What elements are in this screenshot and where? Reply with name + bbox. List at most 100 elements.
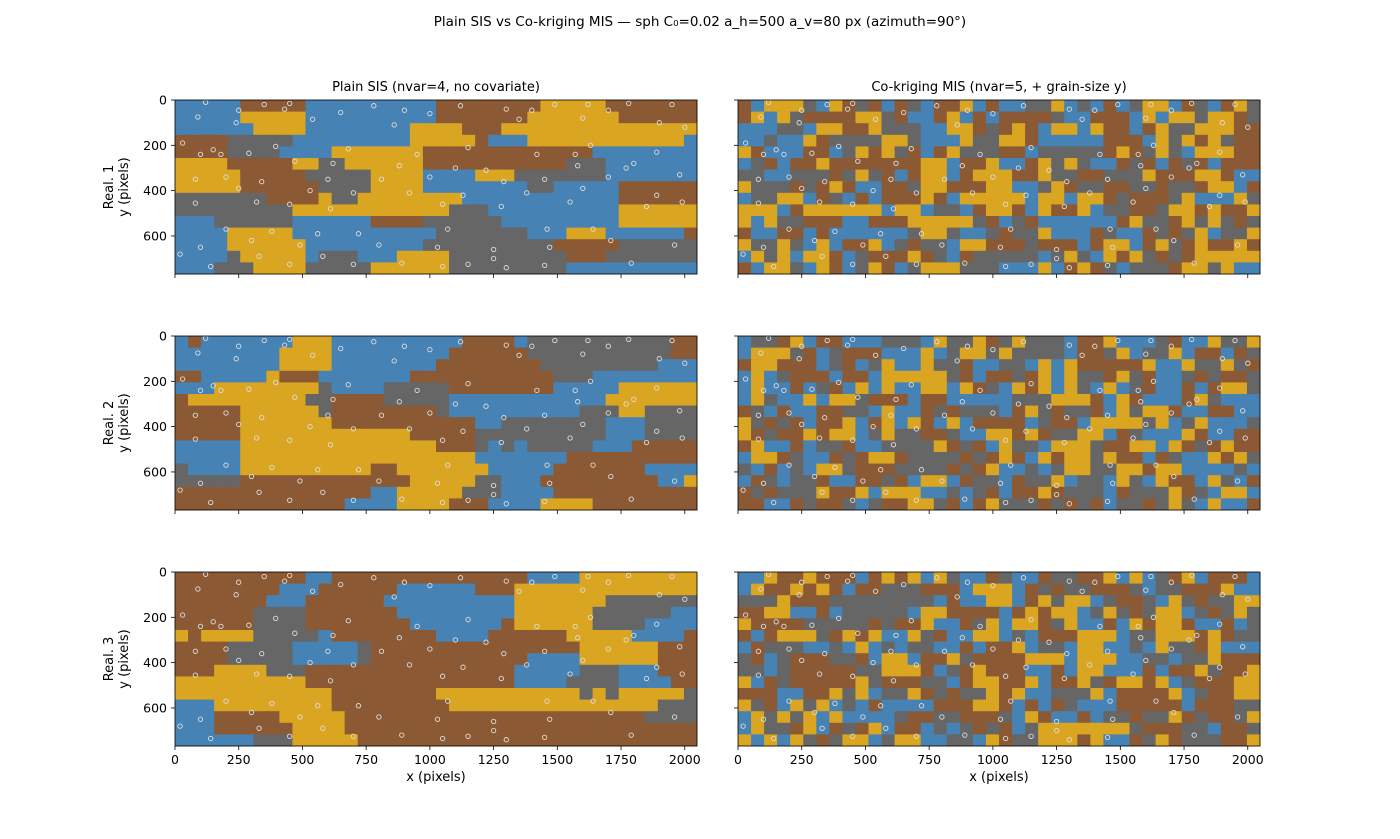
heatmap-cell <box>1038 111 1052 124</box>
heatmap-cell <box>644 336 659 348</box>
conditioning-point <box>1171 473 1177 480</box>
heatmap-cell <box>842 417 856 430</box>
heatmap-cell <box>644 463 659 476</box>
heatmap-cell <box>1168 630 1183 642</box>
heatmap-cell <box>292 618 306 631</box>
heatmap-cell <box>1233 227 1248 240</box>
heatmap-cell <box>1025 711 1039 724</box>
heatmap-cell <box>959 486 974 499</box>
conditioning-point <box>580 351 586 357</box>
heatmap-cell <box>920 204 935 217</box>
heatmap-cell <box>946 250 961 263</box>
heatmap-cell <box>436 486 450 499</box>
heatmap-cell <box>579 475 593 488</box>
heatmap-cell <box>1181 239 1196 252</box>
conditioning-point <box>811 237 818 244</box>
heatmap-cell <box>566 676 580 689</box>
heatmap-cell <box>777 486 791 499</box>
heatmap-cell <box>514 227 528 240</box>
heatmap-cell <box>579 123 593 136</box>
heatmap-cell <box>514 370 528 383</box>
heatmap-cell <box>344 428 359 441</box>
heatmap-cell <box>1194 734 1209 747</box>
heatmap-cell <box>605 486 620 499</box>
heatmap-cell <box>201 664 215 677</box>
heatmap-cell <box>777 192 791 205</box>
heatmap-cell <box>999 250 1013 263</box>
heatmap-cell <box>553 417 567 430</box>
heatmap-cell <box>201 394 215 406</box>
heatmap-cell <box>670 123 685 136</box>
heatmap-cell <box>657 664 672 677</box>
heatmap-cell <box>1207 169 1222 182</box>
conditioning-point <box>547 716 553 722</box>
heatmap-cell <box>279 216 293 228</box>
heatmap-cell <box>803 699 817 712</box>
heatmap-cell <box>305 688 319 700</box>
heatmap-cell <box>972 239 987 252</box>
conditioning-point <box>233 356 239 362</box>
heatmap-cell <box>227 417 241 430</box>
heatmap-cell <box>842 359 856 372</box>
heatmap-cell <box>881 676 895 689</box>
heatmap-cell <box>475 336 489 348</box>
heatmap-cell <box>566 123 580 136</box>
heatmap-cell <box>370 463 385 476</box>
heatmap-cell <box>475 216 489 228</box>
heatmap-cell <box>855 216 869 228</box>
heatmap-cell <box>1155 359 1170 372</box>
conditioning-point <box>1206 439 1213 446</box>
conditioning-point <box>1110 480 1116 486</box>
heatmap-cell <box>253 394 267 406</box>
heatmap-cell <box>305 158 319 170</box>
heatmap-cell <box>946 630 961 642</box>
x-tick-label: 1750 <box>605 752 637 767</box>
heatmap-cell <box>1181 711 1196 724</box>
heatmap-cell <box>266 146 280 159</box>
heatmap-cell <box>449 583 463 596</box>
heatmap-cell <box>240 440 254 453</box>
heatmap-cell <box>1051 158 1065 170</box>
heatmap-cell <box>540 405 554 418</box>
heatmap-cell <box>790 250 804 263</box>
heatmap-cell <box>592 394 607 406</box>
conditioning-point <box>529 107 535 113</box>
heatmap-cell <box>579 111 593 124</box>
heatmap-cell <box>227 239 241 252</box>
heatmap-cell <box>1116 359 1130 372</box>
conditioning-point <box>427 410 433 416</box>
heatmap-cell <box>488 262 502 275</box>
heatmap-cell <box>1233 699 1248 712</box>
heatmap-cell <box>318 428 332 441</box>
heatmap-cell <box>670 440 685 453</box>
heatmap-cell <box>436 111 450 124</box>
conditioning-point <box>179 140 186 146</box>
heatmap-cell <box>618 405 633 418</box>
conditioning-point <box>850 497 856 503</box>
heatmap-cell <box>266 359 280 372</box>
heatmap-cell <box>842 146 856 159</box>
heatmap-cell <box>540 204 554 217</box>
heatmap-cell <box>566 606 580 619</box>
heatmap-cell <box>305 359 319 372</box>
conditioning-point <box>809 386 815 392</box>
heatmap-cell <box>462 630 476 642</box>
heatmap-cell <box>1116 440 1130 453</box>
conditioning-point <box>261 337 267 344</box>
conditioning-point <box>1153 462 1159 468</box>
conditioning-point <box>1008 698 1014 704</box>
heatmap-cell <box>279 595 293 608</box>
heatmap-cell <box>553 440 567 453</box>
heatmap-cell <box>985 370 1000 383</box>
heatmap-cell <box>1051 239 1065 252</box>
heatmap-cell <box>1038 641 1052 654</box>
heatmap-cell <box>592 475 607 488</box>
heatmap-cell <box>475 676 489 689</box>
heatmap-cell <box>1051 262 1065 275</box>
heatmap-cell <box>777 169 791 182</box>
heatmap-cell <box>894 181 909 194</box>
heatmap-cell <box>370 498 385 511</box>
heatmap-cell <box>214 227 228 240</box>
heatmap-cell <box>1103 382 1117 395</box>
heatmap-cell <box>240 123 254 136</box>
